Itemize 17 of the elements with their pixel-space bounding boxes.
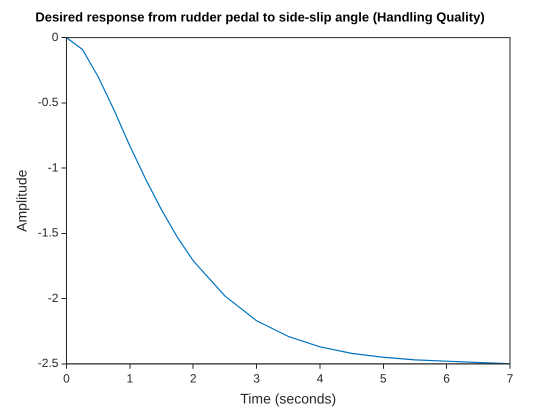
- x-tick-label: 2: [190, 371, 197, 386]
- x-tick-label: 3: [253, 371, 260, 386]
- x-tick-label: 1: [126, 371, 134, 386]
- x-axis-title: Time (seconds): [240, 390, 336, 406]
- x-tick-label: 5: [380, 371, 387, 386]
- y-tick-label: -0.5: [38, 95, 59, 110]
- y-tick-label: -2: [48, 290, 59, 305]
- y-tick-label: -1: [48, 160, 59, 174]
- y-tick-label: -2.5: [38, 356, 59, 370]
- y-axis-title: Amplitude: [13, 169, 30, 232]
- x-tick-label: 7: [506, 371, 514, 386]
- chart-title: Desired response from rudder pedal to side-slip angle (Handling Quality): [35, 9, 485, 24]
- x-tick-label: 4: [316, 371, 324, 386]
- y-tick-label: 0: [52, 30, 59, 44]
- y-tick-label: -1.5: [38, 226, 59, 240]
- x-tick-label: 0: [63, 371, 70, 386]
- x-tick-label: 6: [443, 371, 450, 386]
